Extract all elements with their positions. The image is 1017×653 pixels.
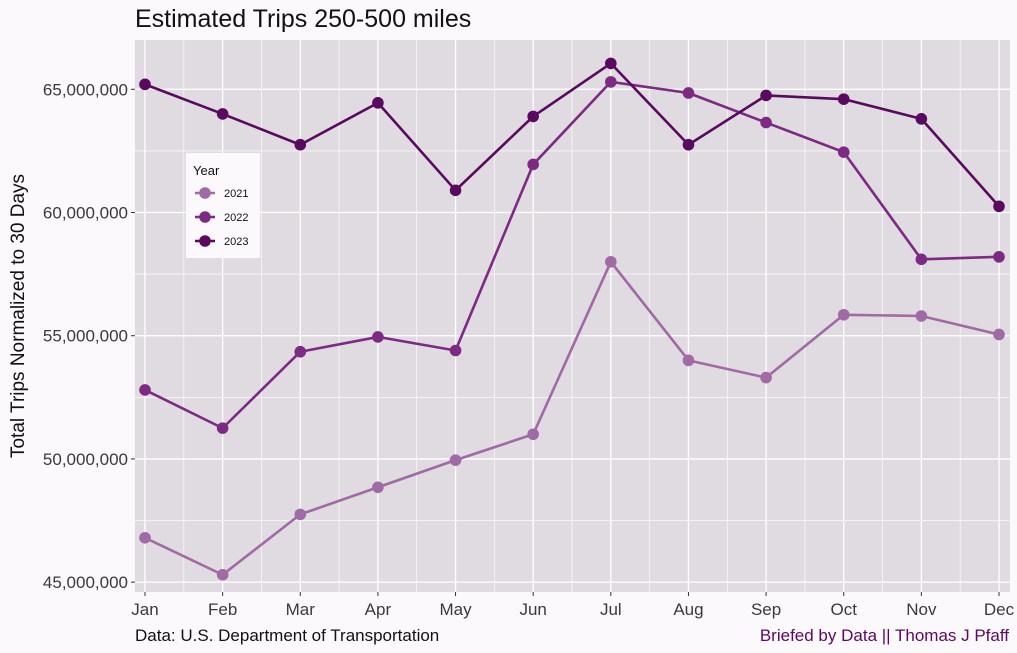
- source-caption: Data: U.S. Department of Transportation: [135, 626, 440, 645]
- data-point-2022-feb: [216, 422, 229, 434]
- series-line-2023: [144, 62, 1000, 208]
- data-point-2021-oct: [837, 308, 850, 321]
- data-point-2022-sep: [760, 116, 772, 129]
- data-point-2021-jul: [605, 255, 617, 268]
- x-tick-label: Jan: [131, 600, 158, 619]
- data-point-2021-aug: [682, 354, 695, 367]
- x-tick-label: Jun: [519, 600, 546, 619]
- y-tick-label: 45,000,000: [43, 573, 128, 592]
- legend-item-2023: 2023: [195, 235, 248, 248]
- data-point-2023-apr: [372, 97, 384, 109]
- x-tick-label: Dec: [984, 600, 1015, 619]
- legend-key-point: [199, 211, 211, 223]
- data-point-2022-apr: [372, 331, 384, 343]
- data-point-2021-apr: [372, 481, 384, 494]
- data-point-2022-oct: [837, 146, 850, 158]
- series-lines: [139, 57, 1005, 581]
- data-point-2023-dec: [993, 200, 1005, 213]
- credit-caption: Briefed by Data || Thomas J Pfaff: [759, 626, 1009, 645]
- data-point-2022-aug: [682, 87, 695, 99]
- y-axis-title: Total Trips Normalized to 30 Days: [8, 174, 29, 458]
- legend-label: 2023: [224, 236, 248, 248]
- data-point-2022-may: [449, 344, 462, 357]
- x-tick-label: Oct: [831, 600, 858, 619]
- data-point-2023-jan: [139, 78, 151, 91]
- x-tick-label: Nov: [906, 600, 937, 619]
- series-2021: [139, 255, 1005, 581]
- data-point-2022-jan: [139, 384, 151, 396]
- grid-lines: [135, 40, 1010, 592]
- legend-item-2021: 2021: [195, 187, 248, 200]
- data-point-2022-mar: [294, 345, 307, 358]
- x-tick-label: Aug: [673, 600, 703, 619]
- legend-item-2022: 2022: [195, 211, 248, 224]
- x-tick-label: Apr: [365, 600, 392, 619]
- y-tick-label: 50,000,000: [43, 450, 128, 469]
- data-point-2023-mar: [294, 138, 307, 151]
- legend: Year 2021 2022 2023: [186, 153, 260, 258]
- legend-label: 2022: [224, 212, 248, 224]
- data-point-2021-jan: [139, 531, 151, 544]
- y-tick-label: 65,000,000: [43, 80, 128, 99]
- legend-label: 2021: [224, 188, 248, 200]
- data-point-2022-jun: [527, 158, 539, 171]
- data-point-2023-sep: [760, 89, 772, 102]
- x-tick-label: Jul: [600, 600, 622, 619]
- data-point-2022-nov: [915, 253, 928, 266]
- legend-title: Year: [193, 163, 220, 178]
- axes: 45,000,000 50,000,000 55,000,000 60,000,000…: [8, 80, 1015, 619]
- data-point-2023-nov: [915, 113, 928, 125]
- series-2022: [139, 76, 1005, 434]
- data-point-2021-dec: [993, 328, 1005, 341]
- data-point-2023-jun: [527, 110, 539, 123]
- data-point-2021-feb: [216, 568, 229, 581]
- x-tick-label: Feb: [208, 600, 237, 619]
- data-point-2023-feb: [216, 108, 229, 120]
- data-point-2023-aug: [682, 138, 695, 151]
- legend-key-point: [199, 235, 211, 247]
- x-tick-label: Mar: [286, 600, 316, 619]
- data-point-2022-jul: [605, 76, 617, 88]
- series-line-2021: [144, 260, 1000, 577]
- data-point-2021-nov: [915, 310, 928, 322]
- data-point-2023-oct: [837, 93, 850, 105]
- chart-title: Estimated Trips 250-500 miles: [135, 5, 472, 33]
- data-point-2021-may: [449, 454, 462, 466]
- data-point-2021-mar: [294, 508, 307, 521]
- data-point-2023-jul: [605, 57, 617, 70]
- series-line-2022: [144, 80, 1000, 430]
- x-tick-label: Sep: [751, 600, 781, 619]
- y-tick-label: 55,000,000: [43, 327, 128, 346]
- legend-key-point: [199, 187, 211, 199]
- data-point-2021-jun: [527, 428, 539, 441]
- data-point-2023-may: [449, 184, 462, 197]
- data-point-2022-dec: [993, 251, 1005, 263]
- y-tick-label: 60,000,000: [43, 204, 128, 223]
- data-point-2021-sep: [760, 371, 772, 384]
- x-tick-label: May: [439, 600, 472, 619]
- series-2023: [139, 57, 1005, 213]
